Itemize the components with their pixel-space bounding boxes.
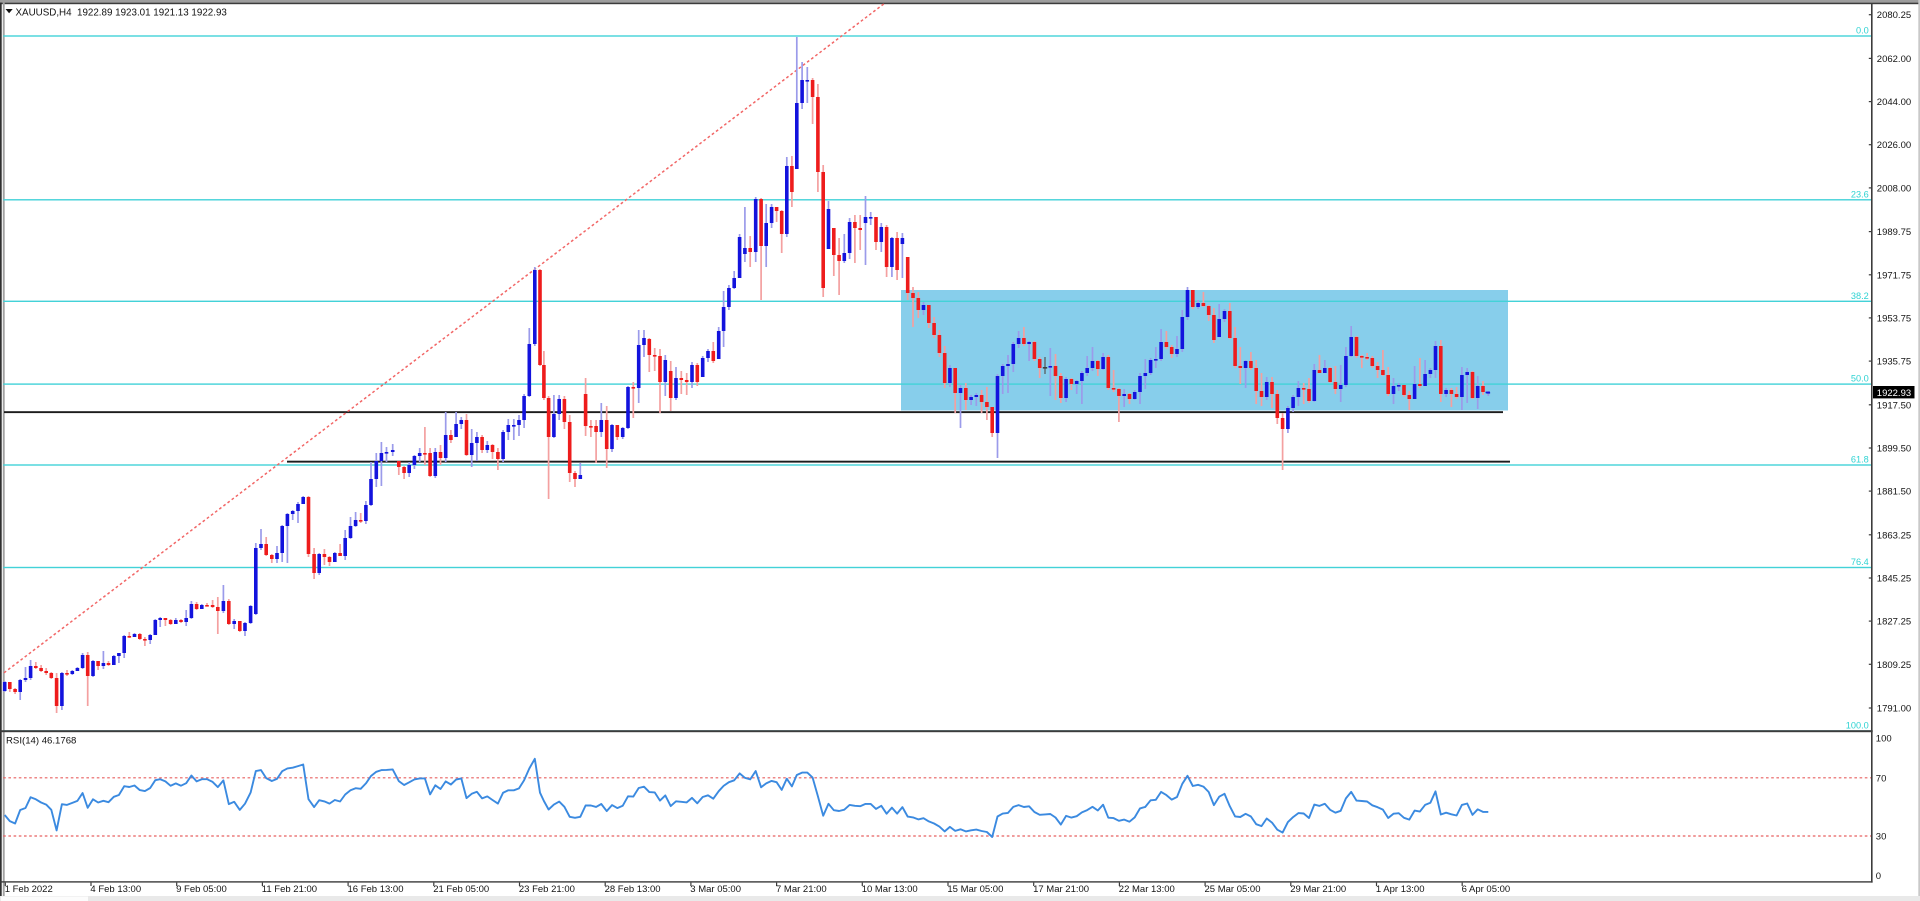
- svg-text:1989.75: 1989.75: [1877, 227, 1911, 238]
- svg-text:17 Mar 21:00: 17 Mar 21:00: [1033, 884, 1089, 895]
- svg-text:1809.25: 1809.25: [1877, 660, 1911, 671]
- svg-text:2008.00: 2008.00: [1877, 183, 1911, 194]
- svg-text:61.8: 61.8: [1851, 455, 1869, 465]
- svg-text:4 Feb 13:00: 4 Feb 13:00: [90, 884, 141, 895]
- svg-text:0: 0: [1876, 871, 1881, 882]
- svg-text:1971.75: 1971.75: [1877, 270, 1911, 281]
- svg-text:16 Feb 13:00: 16 Feb 13:00: [348, 884, 404, 895]
- svg-text:1953.75: 1953.75: [1877, 313, 1911, 324]
- svg-text:38.2: 38.2: [1851, 291, 1869, 301]
- svg-text:70: 70: [1876, 773, 1887, 784]
- svg-text:1 Feb 2022: 1 Feb 2022: [5, 884, 53, 895]
- svg-text:3 Mar 05:00: 3 Mar 05:00: [690, 884, 741, 895]
- svg-text:22 Mar 13:00: 22 Mar 13:00: [1119, 884, 1175, 895]
- svg-text:25 Mar 05:00: 25 Mar 05:00: [1205, 884, 1261, 895]
- svg-text:11 Feb 21:00: 11 Feb 21:00: [262, 884, 317, 895]
- svg-text:23.6: 23.6: [1851, 189, 1869, 199]
- svg-text:1917.50: 1917.50: [1877, 400, 1911, 411]
- svg-text:1881.50: 1881.50: [1877, 487, 1911, 498]
- svg-text:RSI(14) 46.1768: RSI(14) 46.1768: [6, 736, 76, 747]
- svg-text:29 Mar 21:00: 29 Mar 21:00: [1290, 884, 1346, 895]
- svg-text:2080.25: 2080.25: [1877, 10, 1911, 21]
- svg-text:1 Apr 13:00: 1 Apr 13:00: [1376, 884, 1425, 895]
- svg-text:1845.25: 1845.25: [1877, 574, 1911, 585]
- svg-text:2044.00: 2044.00: [1877, 97, 1911, 108]
- svg-text:76.4: 76.4: [1851, 557, 1869, 567]
- svg-text:1922.93: 1922.93: [1877, 388, 1911, 399]
- svg-text:50.0: 50.0: [1851, 374, 1869, 384]
- svg-text:2026.00: 2026.00: [1877, 140, 1911, 151]
- svg-text:1863.25: 1863.25: [1877, 530, 1911, 541]
- svg-text:1827.25: 1827.25: [1877, 617, 1911, 628]
- svg-text:30: 30: [1876, 832, 1887, 843]
- svg-text:1899.50: 1899.50: [1877, 444, 1911, 455]
- svg-text:XAUUSD,H4 1922.89 1923.01 192: XAUUSD,H4 1922.89 1923.01 1921.13 1922.9…: [16, 7, 228, 18]
- svg-text:0.0: 0.0: [1856, 26, 1869, 36]
- svg-text:6 Apr 05:00: 6 Apr 05:00: [1462, 884, 1511, 895]
- svg-text:21 Feb 05:00: 21 Feb 05:00: [433, 884, 489, 895]
- svg-text:1935.75: 1935.75: [1877, 357, 1911, 368]
- svg-text:9 Feb 05:00: 9 Feb 05:00: [176, 884, 227, 895]
- svg-text:28 Feb 13:00: 28 Feb 13:00: [605, 884, 661, 895]
- svg-text:15 Mar 05:00: 15 Mar 05:00: [947, 884, 1003, 895]
- svg-text:7 Mar 21:00: 7 Mar 21:00: [776, 884, 827, 895]
- svg-text:100: 100: [1876, 734, 1892, 745]
- svg-text:100.0: 100.0: [1846, 721, 1869, 731]
- svg-text:23 Feb 21:00: 23 Feb 21:00: [519, 884, 575, 895]
- svg-text:2062.00: 2062.00: [1877, 54, 1911, 65]
- svg-text:10 Mar 13:00: 10 Mar 13:00: [862, 884, 918, 895]
- svg-text:1791.00: 1791.00: [1877, 704, 1911, 715]
